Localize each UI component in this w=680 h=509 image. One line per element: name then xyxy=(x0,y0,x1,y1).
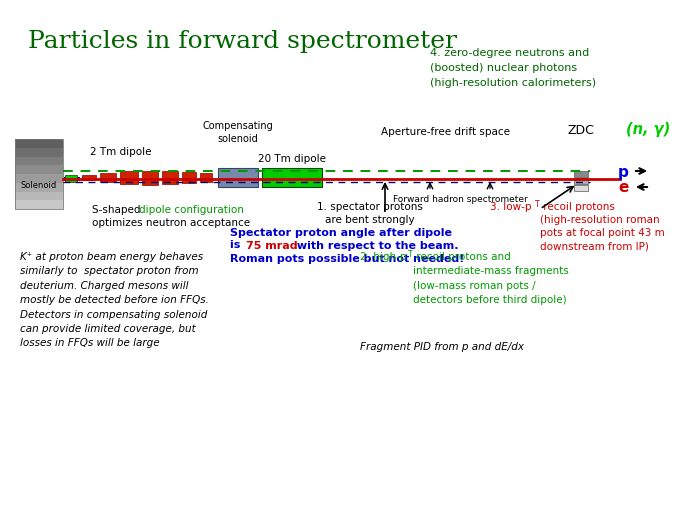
Bar xyxy=(65,175,77,182)
Bar xyxy=(162,171,178,184)
Text: Solenoid: Solenoid xyxy=(21,181,57,190)
Text: 1. spectator protons
are bent strongly: 1. spectator protons are bent strongly xyxy=(317,202,423,225)
Bar xyxy=(182,172,196,183)
Bar xyxy=(15,183,63,192)
Bar xyxy=(15,175,63,183)
Bar xyxy=(15,157,63,166)
Bar xyxy=(15,149,63,157)
Text: (n, γ): (n, γ) xyxy=(626,122,670,137)
Text: Compensating
solenoid: Compensating solenoid xyxy=(203,121,273,143)
Text: 2 Tm dipole: 2 Tm dipole xyxy=(90,147,152,157)
Bar xyxy=(15,201,63,210)
Text: T: T xyxy=(408,249,413,259)
Text: ZDC: ZDC xyxy=(568,124,594,137)
Text: 20 Tm dipole: 20 Tm dipole xyxy=(258,153,326,163)
Text: Fragment PID from p and dE/dx: Fragment PID from p and dE/dx xyxy=(360,342,524,351)
Bar xyxy=(100,173,116,182)
Bar xyxy=(76,178,80,182)
Text: recoil protons and
intermediate-mass fragments
(low-mass roman pots /
detectors : recoil protons and intermediate-mass fra… xyxy=(413,251,568,304)
Bar xyxy=(15,166,63,175)
Bar xyxy=(15,192,63,201)
Bar xyxy=(574,186,588,191)
Bar xyxy=(15,140,63,149)
Bar xyxy=(88,178,92,182)
Text: Roman pots possible but not needed!: Roman pots possible but not needed! xyxy=(230,253,464,264)
Bar xyxy=(200,173,212,182)
Text: dipole configuration: dipole configuration xyxy=(139,205,244,215)
Text: K⁺ at proton beam energy behaves
similarly to  spectator proton from
deuterium. : K⁺ at proton beam energy behaves similar… xyxy=(20,251,209,348)
Text: p: p xyxy=(618,164,629,179)
Bar xyxy=(70,178,74,182)
Text: with respect to the beam.: with respect to the beam. xyxy=(293,241,458,250)
Bar xyxy=(142,171,158,185)
Text: recoil protons
(high-resolution roman
pots at focal point 43 m
downstream from I: recoil protons (high-resolution roman po… xyxy=(540,202,665,251)
Text: Particles in forward spectrometer: Particles in forward spectrometer xyxy=(28,30,457,53)
Text: 3. low-p: 3. low-p xyxy=(490,202,532,212)
Text: 75 mrad: 75 mrad xyxy=(246,241,298,250)
Bar xyxy=(574,172,588,178)
Text: 4. zero-degree neutrons and
(boosted) nuclear photons
(high-resolution calorimet: 4. zero-degree neutrons and (boosted) nu… xyxy=(430,48,596,88)
Text: S-shaped: S-shaped xyxy=(92,205,143,215)
Text: e: e xyxy=(618,180,628,195)
Bar xyxy=(574,179,588,185)
Bar xyxy=(82,175,96,180)
Text: Aperture-free drift space: Aperture-free drift space xyxy=(381,127,509,137)
Text: 2. high-p: 2. high-p xyxy=(360,251,407,262)
Bar xyxy=(262,168,322,187)
Bar xyxy=(15,140,63,210)
Text: Spectator proton angle after dipole
is: Spectator proton angle after dipole is xyxy=(230,228,452,250)
Bar xyxy=(218,168,258,187)
Text: Forward hadron spectrometer: Forward hadron spectrometer xyxy=(392,194,528,204)
Bar xyxy=(82,178,86,182)
Text: T: T xyxy=(535,200,540,209)
Bar xyxy=(120,171,138,184)
Text: optimizes neutron acceptance: optimizes neutron acceptance xyxy=(92,217,250,228)
Bar xyxy=(64,178,68,182)
